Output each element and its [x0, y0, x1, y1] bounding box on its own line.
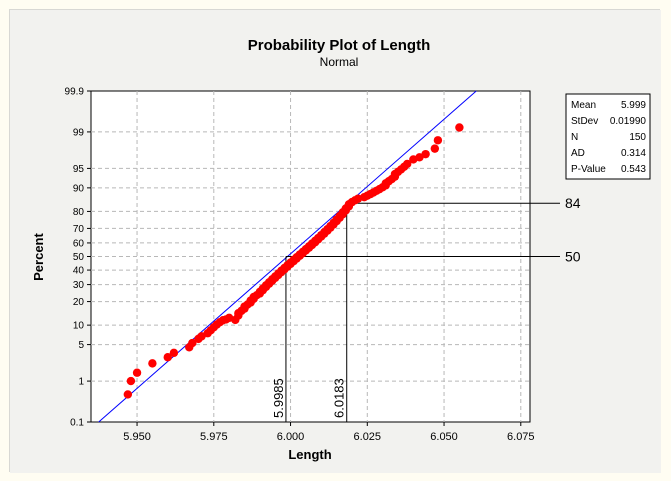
data-point: [188, 338, 197, 348]
probability-plot: Probability Plot of Length Normal 84 6.01…: [10, 10, 661, 473]
y-tick-label: 0.1: [70, 418, 84, 429]
chart-subtitle: Normal: [320, 55, 359, 69]
y-tick-label: 99.9: [65, 87, 85, 98]
stat-value: 0.543: [621, 164, 646, 175]
chart-title: Probability Plot of Length: [248, 37, 431, 54]
data-point: [148, 359, 157, 368]
stat-value: 150: [629, 132, 646, 143]
stat-value: 5.999: [621, 100, 646, 111]
y-tick-label: 99: [73, 127, 85, 138]
y-tick-label: 1: [78, 377, 84, 388]
y-tick-label: 5: [78, 340, 84, 351]
y-tick-label: 50: [73, 252, 85, 263]
reference-percent-label: 84: [565, 195, 581, 211]
reference-x-label: 5.9985: [271, 378, 286, 418]
x-tick-label: 6.000: [277, 431, 305, 443]
data-point: [433, 136, 443, 145]
data-point: [163, 353, 172, 362]
data-points: [123, 123, 464, 399]
grid-lines: [91, 91, 530, 422]
stats-box: Mean 5.999 StDev 0.01990 N 150 AD 0.314 P-Value 0…: [565, 93, 651, 180]
y-tick-label: 80: [73, 207, 85, 218]
y-tick-label: 40: [73, 266, 85, 277]
y-tick-label: 20: [73, 297, 85, 308]
y-tick-label: 70: [73, 224, 85, 235]
y-axis-ticks: 0.1 1 5 10 20 30 40 50 60 70 80 90 95 99 99.9: [65, 87, 91, 429]
y-tick-label: 30: [73, 280, 85, 291]
reference-x-label: 6.0183: [332, 378, 347, 418]
data-point: [132, 368, 142, 377]
x-axis-label: Length: [288, 447, 331, 462]
stat-name: AD: [571, 148, 585, 159]
reference-percent-label: 50: [565, 249, 581, 265]
x-tick-label: 5.975: [200, 431, 228, 443]
x-tick-label: 6.050: [430, 431, 458, 443]
stat-name: Mean: [571, 100, 596, 111]
stats-box-border: [565, 93, 651, 180]
x-tick-label: 5.950: [123, 431, 151, 443]
x-axis-ticks: 5.950 5.975 6.000 6.025 6.050 6.075: [123, 422, 535, 443]
y-tick-label: 95: [73, 164, 85, 175]
x-tick-label: 6.025: [354, 431, 382, 443]
stat-value: 0.01990: [610, 116, 647, 127]
stat-name: P-Value: [571, 164, 606, 175]
stat-value: 0.314: [621, 148, 646, 159]
stat-name: N: [571, 132, 578, 143]
data-point: [421, 149, 430, 159]
data-point: [455, 123, 464, 132]
reference-lines: 84 6.0183 50 5.9985: [271, 195, 581, 422]
stat-name: StDev: [571, 116, 598, 127]
y-tick-label: 90: [73, 183, 85, 194]
data-point: [169, 348, 179, 358]
data-point: [126, 376, 136, 386]
chart-frame: Probability Plot of Length Normal 84 6.01…: [9, 9, 661, 473]
data-point: [403, 159, 412, 169]
y-axis-label: Percent: [31, 232, 46, 280]
y-tick-label: 10: [73, 321, 85, 332]
data-point: [430, 144, 440, 153]
data-point: [123, 390, 133, 399]
x-tick-label: 6.075: [507, 431, 535, 443]
y-tick-label: 60: [73, 238, 85, 249]
